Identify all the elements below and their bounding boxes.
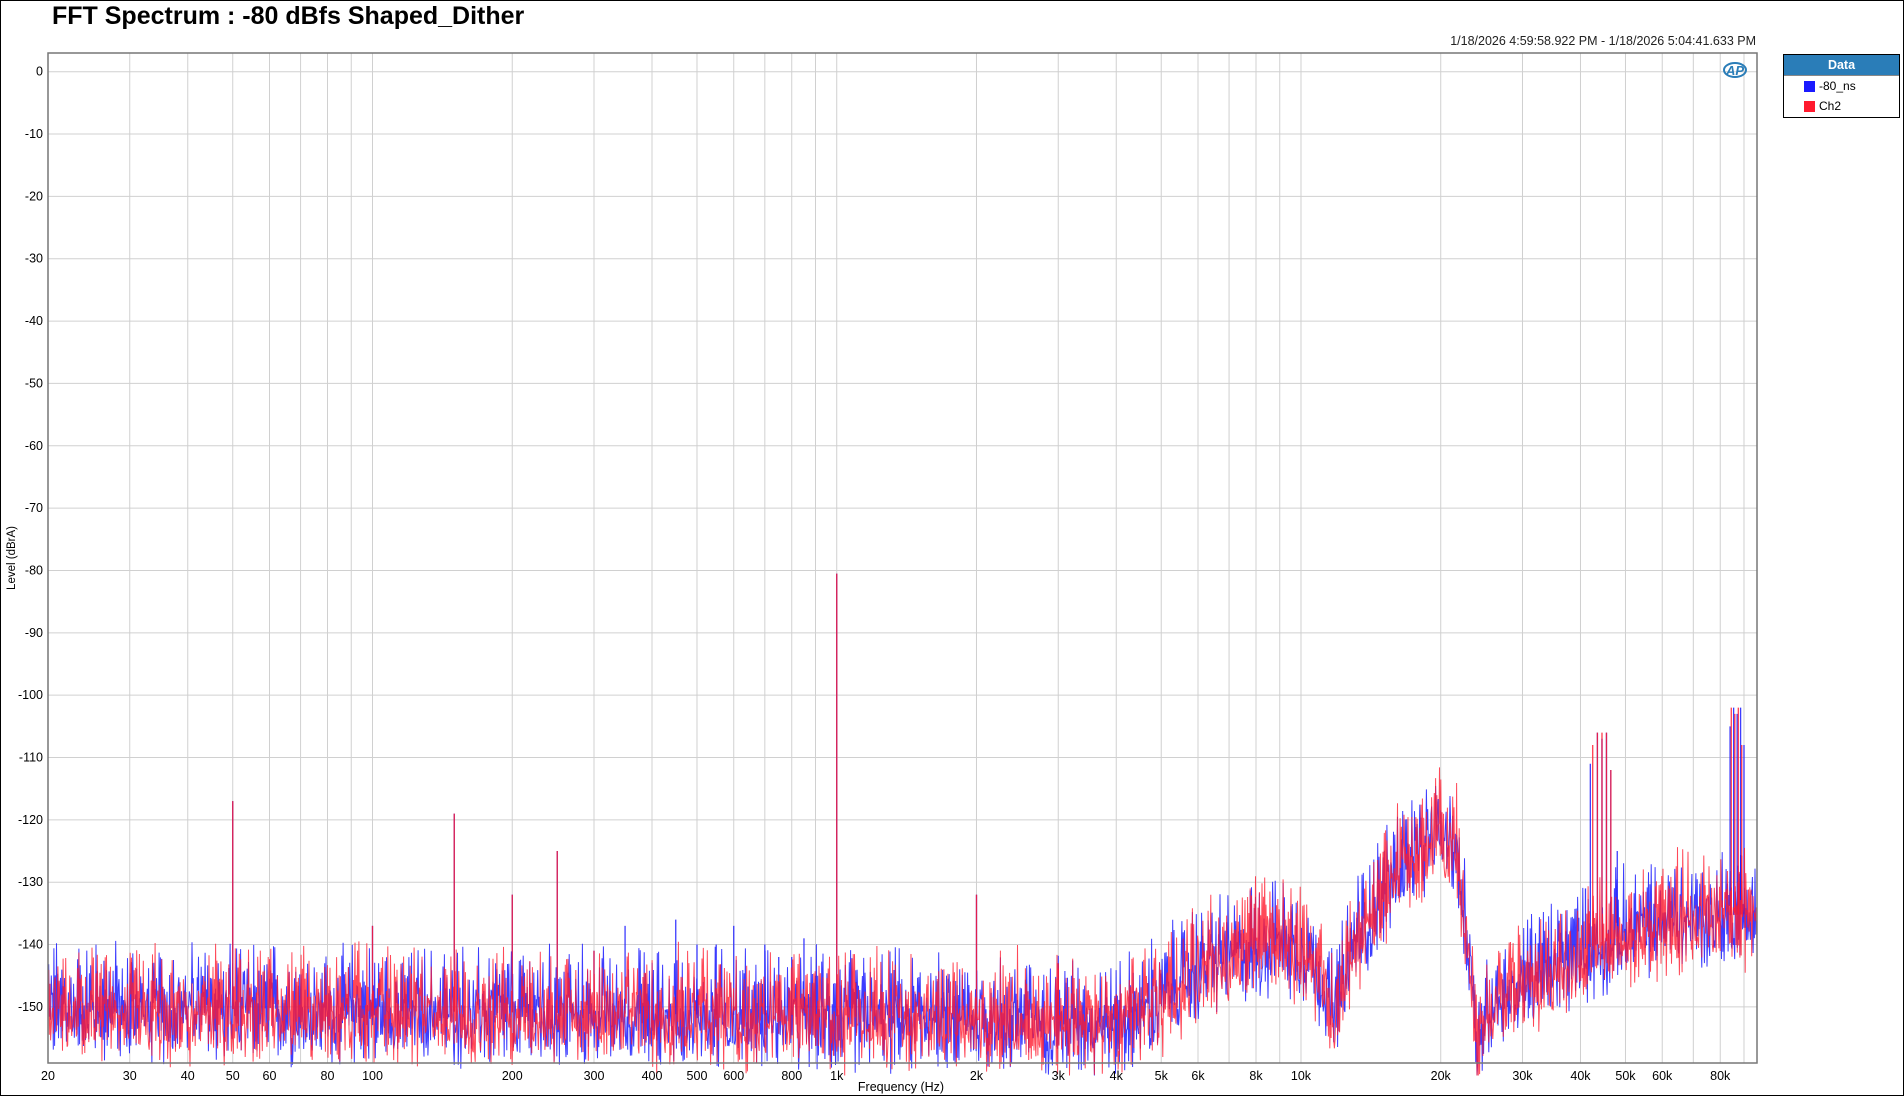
grid [47,53,1757,1063]
x-tick-label: 50k [1615,1069,1636,1083]
x-tick-label: 30 [123,1069,137,1083]
y-tick-label: -30 [25,252,43,266]
x-tick-label: 30k [1512,1069,1533,1083]
y-tick-label: -10 [25,127,43,141]
y-tick-label: -100 [18,688,43,702]
plot-area-border [47,52,1758,1064]
x-tick-label: 200 [502,1069,523,1083]
y-tick-labels: 0 -10 -20 -30 -40 -50 -60 -70 -80 -90 -100 -110 -120… [18,65,43,1014]
legend: Data -80_ns Ch2 [1783,54,1900,118]
chart-timestamp: 1/18/2026 4:59:58.922 PM - 1/18/2026 5:0… [1450,34,1756,48]
x-tick-label: 80 [321,1069,335,1083]
y-tick-label: -60 [25,439,43,453]
y-axis-label: Level (dBrA) [6,526,18,590]
y-tick-label: -20 [25,189,43,203]
legend-title: Data [1784,55,1899,76]
legend-item-series-1[interactable]: -80_ns [1784,76,1899,96]
x-tick-label: 6k [1191,1069,1205,1083]
x-tick-label: 60 [263,1069,277,1083]
legend-swatch-blue [1804,80,1815,92]
chart-title: FFT Spectrum : -80 dBfs Shaped_Dither [52,2,525,30]
y-tick-label: -90 [25,626,43,640]
x-tick-label: 800 [781,1069,802,1083]
svg-text:AP: AP [1725,63,1744,78]
x-tick-label: 500 [687,1069,708,1083]
y-tick-label: -70 [25,501,43,515]
x-tick-label: 400 [642,1069,663,1083]
x-tick-label: 40k [1570,1069,1591,1083]
legend-label: Ch2 [1819,99,1842,113]
x-axis-label: Frequency (Hz) [858,1080,944,1094]
x-tick-label: 60k [1652,1069,1673,1083]
x-tick-label: 80k [1710,1069,1731,1083]
x-tick-label: 20k [1431,1069,1452,1083]
y-tick-label: -110 [19,751,43,765]
x-tick-label: 50 [226,1069,240,1083]
x-tick-label: 5k [1155,1069,1169,1083]
x-tick-label: 4k [1110,1069,1124,1083]
x-tick-label: 20 [41,1069,55,1083]
y-tick-label: 0 [36,65,43,79]
y-tick-label: -140 [18,938,43,952]
y-tick-label: -50 [25,376,43,390]
x-tick-label: 600 [723,1069,744,1083]
legend-swatch-red [1804,100,1815,112]
x-tick-label: 300 [584,1069,605,1083]
x-tick-label: 2k [970,1069,984,1083]
y-tick-label: -40 [25,314,43,328]
x-tick-label: 3k [1052,1069,1066,1083]
ap-logo: AP [1723,62,1747,78]
y-tick-label: -80 [25,563,43,577]
y-tick-label: -130 [18,875,43,889]
y-tick-label: -150 [18,1000,43,1014]
x-tick-label: 1k [830,1069,844,1083]
series-line-2 [47,767,1758,1076]
x-tick-label: 8k [1249,1069,1263,1083]
x-tick-label: 10k [1291,1069,1312,1083]
traces [47,573,1758,1076]
x-tick-labels: 20 30 40 50 60 80 100 200 300 400 500 600 800 1k 2k 3k 4… [41,1069,1731,1083]
x-tick-label: 100 [362,1069,383,1083]
legend-label: -80_ns [1819,79,1856,93]
x-tick-label: 40 [181,1069,195,1083]
legend-item-series-2[interactable]: Ch2 [1784,96,1899,116]
y-tick-label: -120 [18,813,43,827]
